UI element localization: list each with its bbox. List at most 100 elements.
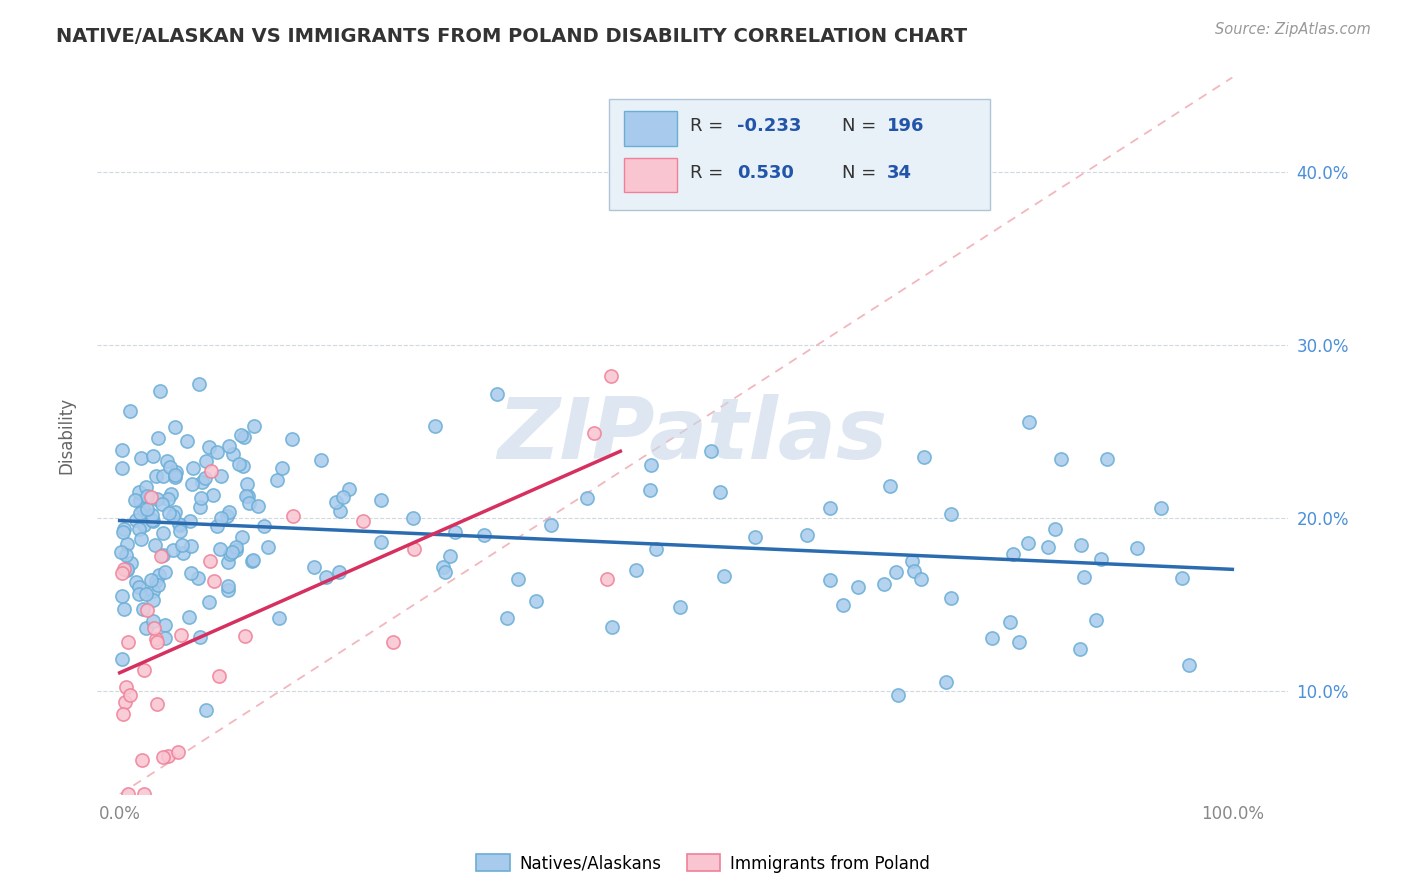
Point [152,750,174,764]
Point [217,555,239,569]
Point [1073,570,1095,584]
Point [177,610,200,624]
Point [112,562,135,576]
Point [668,599,690,614]
Point [197,595,219,609]
Point [111,524,134,539]
Point [125,512,148,526]
Point [744,530,766,544]
Point [910,572,932,586]
Point [157,506,180,520]
Point [205,519,228,533]
Point [1150,500,1173,515]
Point [112,602,135,616]
Point [1090,551,1112,566]
Point [142,614,165,628]
Point [110,545,132,559]
Text: 0.530: 0.530 [737,164,793,182]
Point [188,630,211,644]
Point [218,547,240,561]
Point [596,572,619,586]
Point [149,384,172,398]
Point [281,508,304,523]
Point [145,469,167,483]
Point [209,469,232,483]
Point [129,506,152,520]
Point [496,610,519,624]
Point [143,538,166,552]
Point [132,517,155,532]
Point [169,518,191,533]
Point [873,577,896,591]
Point [352,514,374,528]
Point [820,573,842,587]
Point [128,587,150,601]
Point [238,496,260,510]
Point [217,509,239,524]
Point [114,681,136,695]
Point [125,574,148,589]
Point [131,450,153,465]
Text: N =: N = [842,164,882,182]
Point [912,450,935,464]
Point [135,621,157,635]
Point [832,598,855,612]
Point [141,508,163,522]
Point [120,556,142,570]
Point [218,505,240,519]
Point [111,460,134,475]
Point [269,611,291,625]
Point [232,459,254,474]
Point [540,518,562,533]
Point [187,571,209,585]
Point [146,635,169,649]
Point [624,564,647,578]
Point [486,387,509,401]
Point [191,475,214,490]
Point [901,554,924,568]
Point [1049,452,1071,467]
Point [162,508,184,523]
Point [225,541,247,555]
Point [115,549,138,563]
Point [201,488,224,502]
FancyBboxPatch shape [609,99,990,211]
Point [243,419,266,434]
Point [1085,613,1108,627]
Point [146,431,169,445]
Point [131,752,153,766]
Point [165,420,187,434]
Point [111,707,134,722]
Text: R =: R = [690,117,730,136]
Point [242,553,264,567]
Point [935,675,957,690]
Point [1170,571,1192,585]
Point [280,432,302,446]
Point [153,632,176,646]
Point [207,669,229,683]
Point [195,454,218,468]
Point [311,453,333,467]
Point [176,434,198,448]
Point [217,582,239,597]
Point [700,443,723,458]
Point [325,495,347,509]
Point [136,603,159,617]
Point [162,543,184,558]
Point [381,635,404,649]
Text: N =: N = [842,117,882,136]
Point [209,510,232,524]
Point [135,502,157,516]
Point [111,566,134,580]
Point [506,573,529,587]
Point [315,570,337,584]
Point [644,542,666,557]
Point [229,428,252,442]
Point [142,450,165,464]
Point [139,573,162,587]
Point [128,580,150,594]
Point [165,469,187,483]
Point [153,617,176,632]
Point [200,464,222,478]
Point [439,549,461,563]
